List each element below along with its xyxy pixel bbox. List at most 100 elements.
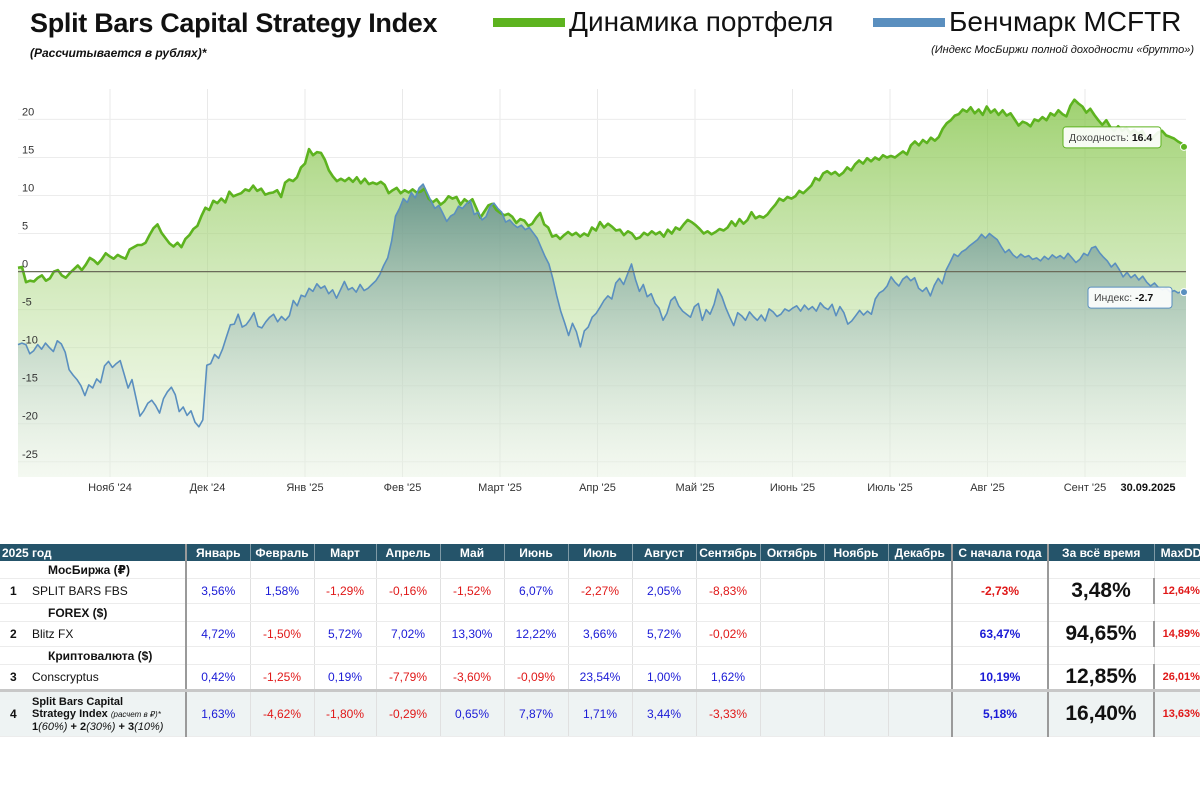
series-end-marker-0[interactable] <box>1180 142 1188 151</box>
column-header[interactable]: Ноябрь <box>824 544 889 561</box>
empty-cell <box>186 603 251 622</box>
month-value: -1,52% <box>440 578 505 604</box>
empty-cell <box>186 646 251 665</box>
series-end-label-box-1 <box>1087 286 1173 309</box>
x-tick-label: Май '25 <box>676 482 715 494</box>
index-total-row[interactable]: 4 Split Bars Capital Strategy Index (расче… <box>0 689 1200 737</box>
empty-cell <box>824 646 889 665</box>
empty-cell <box>824 561 889 579</box>
table-row[interactable]: 3 Conscryptus 0,42% -1,25% 0,19% -7,79% -3,60%… <box>0 664 1200 691</box>
month-value: 23,54% <box>568 664 633 691</box>
empty-cell <box>952 646 1049 665</box>
column-header[interactable]: Апрель <box>376 544 441 561</box>
series-end-marker-1[interactable] <box>1180 288 1188 297</box>
column-header[interactable]: С начала года <box>952 544 1049 561</box>
month-value: 5,72% <box>314 621 377 647</box>
column-header[interactable]: Октябрь <box>760 544 825 561</box>
month-value: -1,50% <box>250 621 315 647</box>
ytd-value: 5,18% <box>952 689 1049 737</box>
y-tick-label: -25 <box>22 449 38 461</box>
series-line-1[interactable] <box>17 183 1187 428</box>
month-value: -7,79% <box>376 664 441 691</box>
month-value: 1,71% <box>568 689 633 737</box>
series-end-label-1: Индекс: -2.7 <box>1094 292 1153 304</box>
empty-cell <box>504 646 569 665</box>
section-title: МосБиржа (₽) <box>0 561 187 579</box>
x-tick-label: Нояб '24 <box>88 482 132 494</box>
x-tick-label: Апр '25 <box>579 482 616 494</box>
header: Split Bars Capital Strategy Index (Рассч… <box>0 0 1200 80</box>
month-value <box>888 578 953 604</box>
month-value <box>888 621 953 647</box>
index-label-line2: Strategy Index (расчет в ₽)* <box>32 707 161 720</box>
ytd-value: 63,47% <box>952 621 1049 647</box>
month-value: 1,63% <box>186 689 251 737</box>
column-header[interactable]: Сентябрь <box>696 544 761 561</box>
column-header[interactable]: Июль <box>568 544 633 561</box>
column-header[interactable]: Июнь <box>504 544 569 561</box>
y-tick-label: 0 <box>22 259 28 271</box>
empty-cell <box>376 561 441 579</box>
month-value: -0,16% <box>376 578 441 604</box>
x-tick-label: Авг '25 <box>970 482 1005 494</box>
month-value <box>824 578 889 604</box>
month-value: 3,66% <box>568 621 633 647</box>
strategy-label: SPLIT BARS FBS <box>32 584 128 598</box>
empty-cell <box>568 603 633 622</box>
empty-cell <box>760 561 825 579</box>
x-tick-label: Сент '25 <box>1064 482 1107 494</box>
month-value <box>760 689 825 737</box>
column-header[interactable]: Май <box>440 544 505 561</box>
month-value <box>760 621 825 647</box>
month-value: 1,58% <box>250 578 315 604</box>
maxdd-value: 26,01% <box>1154 664 1200 691</box>
empty-cell <box>632 603 697 622</box>
column-header[interactable]: Март <box>314 544 377 561</box>
column-header[interactable]: 2025 год <box>0 544 187 561</box>
series-end-label-box-0 <box>1062 126 1162 149</box>
month-value <box>888 689 953 737</box>
month-value: -8,83% <box>696 578 761 604</box>
table-header-row: 2025 год Январь Февраль Март Апрель Май Июнь Ию… <box>0 544 1200 561</box>
empty-cell <box>440 646 505 665</box>
column-header[interactable]: Февраль <box>250 544 315 561</box>
month-value: 3,56% <box>186 578 251 604</box>
legend-benchmark[interactable]: Бенчмарк MCFTR <box>873 6 1181 38</box>
empty-cell <box>250 646 315 665</box>
empty-cell <box>314 561 377 579</box>
section-title: Криптовалюта ($) <box>0 646 187 665</box>
strategy-number: 2 <box>10 627 17 641</box>
performance-chart[interactable]: 20 15 10 5 0 -5 -10 -15 -20 -25 Нояб '24 Дек '24 Янв… <box>0 85 1200 497</box>
month-value <box>824 689 889 737</box>
empty-cell <box>440 561 505 579</box>
section-row: МосБиржа (₽) <box>0 561 1200 579</box>
column-header[interactable]: MaxDD <box>1154 544 1200 561</box>
empty-cell <box>250 603 315 622</box>
column-header[interactable]: За всё время <box>1048 544 1155 561</box>
strategy-name: 3 Conscryptus <box>0 664 187 691</box>
legend-portfolio[interactable]: Динамика портфеля <box>493 6 833 38</box>
empty-cell <box>186 561 251 579</box>
maxdd-value: 12,64% <box>1154 578 1200 604</box>
table-row[interactable]: 1 SPLIT BARS FBS 3,56% 1,58% -1,29% -0,16% -1,… <box>0 578 1200 604</box>
month-value: -0,09% <box>504 664 569 691</box>
table-row[interactable]: 2 Blitz FX 4,72% -1,50% 5,72% 7,02% 13,30% 12,2… <box>0 621 1200 647</box>
column-header[interactable]: Декабрь <box>888 544 953 561</box>
month-value: -2,27% <box>568 578 633 604</box>
legend-portfolio-swatch <box>493 17 565 27</box>
empty-cell <box>632 646 697 665</box>
empty-cell <box>504 603 569 622</box>
empty-cell <box>1048 561 1155 579</box>
series-line-0[interactable] <box>17 98 1187 284</box>
strategy-label: Conscryptus <box>32 670 99 684</box>
returns-table: 2025 год Январь Февраль Март Апрель Май Июнь Ию… <box>0 544 1200 737</box>
month-value: 0,65% <box>440 689 505 737</box>
month-value <box>824 664 889 691</box>
empty-cell <box>760 646 825 665</box>
column-header[interactable]: Январь <box>186 544 251 561</box>
empty-cell <box>440 603 505 622</box>
column-header[interactable]: Август <box>632 544 697 561</box>
y-tick-label: -15 <box>22 373 38 385</box>
series-area-1 <box>18 184 1186 477</box>
index-name: 4 Split Bars Capital Strategy Index (расче… <box>0 689 187 737</box>
